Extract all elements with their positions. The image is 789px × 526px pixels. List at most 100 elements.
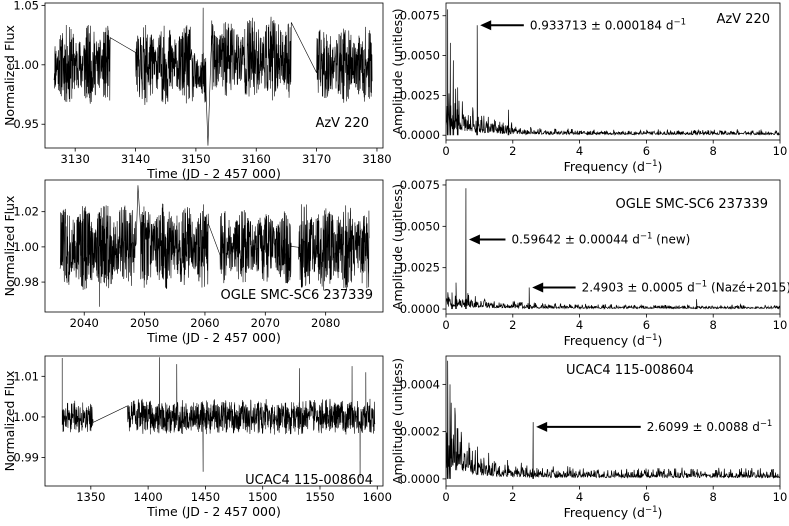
y-tick-label-lc2: 1.02	[13, 205, 39, 219]
y-tick-label-ps1: 0.0050	[400, 49, 440, 63]
annotation-text-ps2-1: 2.4903 ± 0.0005 d−1 (Nazé+2015)	[582, 280, 789, 295]
series-line-ps1	[446, 9, 780, 136]
y-tick-label-ps1: 0.0000	[400, 128, 440, 142]
series-line-lc1	[53, 7, 373, 146]
x-tick-label-lc1: 3160	[242, 152, 271, 166]
x-tick-label-ps3: 10	[773, 490, 788, 504]
series-line-ps3	[446, 360, 780, 479]
annotation-arrowhead-ps1-0	[480, 20, 492, 31]
panel-label-ps1: AzV 220	[716, 12, 770, 27]
x-axis-label-ps1: Frequency (d−1)	[564, 159, 663, 174]
x-tick-label-lc1: 3130	[61, 152, 90, 166]
x-tick-label-ps2: 10	[773, 318, 788, 332]
x-tick-label-lc2: 2060	[190, 316, 219, 330]
x-tick-label-lc3: 1500	[248, 490, 277, 504]
x-tick-label-lc1: 3140	[121, 152, 150, 166]
panel-label-ps3: UCAC4 115-008604	[566, 363, 694, 378]
y-tick-label-ps2: 0.0025	[400, 261, 440, 275]
y-tick-label-lc2: 0.98	[13, 275, 39, 289]
series-line-lc2	[59, 185, 370, 307]
y-tick-label-lc1: 0.95	[13, 117, 39, 131]
annotation-text-ps1-0: 0.933713 ± 0.000184 d−1	[530, 17, 686, 32]
y-tick-label-ps1: 0.0075	[400, 9, 440, 23]
series-line-lc3	[61, 357, 376, 478]
y-tick-label-ps2: 0.0000	[400, 302, 440, 316]
x-axis-label-ps3: Frequency (d−1)	[564, 505, 663, 520]
x-tick-label-ps1: 6	[643, 144, 650, 158]
y-tick-label-ps2: 0.0075	[400, 178, 440, 192]
x-tick-label-lc3: 1600	[363, 490, 392, 504]
x-tick-label-lc1: 3150	[181, 152, 210, 166]
x-tick-label-lc2: 2040	[70, 316, 99, 330]
x-tick-label-lc2: 2050	[130, 316, 159, 330]
annotation-text-ps2-0: 0.59642 ± 0.00044 d−1 (new)	[511, 232, 690, 247]
x-tick-label-lc3: 1450	[191, 490, 220, 504]
y-tick-label-lc2: 1.00	[13, 240, 39, 254]
x-tick-label-ps3: 0	[442, 490, 449, 504]
plot-frame-ps1	[445, 2, 781, 141]
panel-lc3: 1350 1400 1450 1500 1550 1600 0.99 1.00 1.01 Time…	[2, 355, 392, 519]
annotation-arrowhead-ps2-1	[532, 282, 544, 293]
y-tick-label-ps3: 0.0004	[400, 377, 440, 391]
y-tick-label-lc3: 0.99	[13, 451, 39, 465]
y-tick-label-ps1: 0.0025	[400, 88, 440, 102]
x-tick-label-ps3: 4	[576, 490, 583, 504]
panel-label-lc3: UCAC4 115-008604	[245, 473, 373, 488]
x-tick-label-lc1: 3180	[362, 152, 391, 166]
x-tick-label-ps1: 10	[773, 144, 788, 158]
x-tick-label-lc2: 2070	[251, 316, 280, 330]
plot-frame-ps3	[445, 355, 781, 487]
y-tick-label-lc3: 1.01	[13, 369, 39, 383]
x-tick-label-ps1: 4	[576, 144, 583, 158]
x-tick-label-ps3: 6	[643, 490, 650, 504]
x-tick-label-lc3: 1550	[305, 490, 334, 504]
y-axis-label-lc3: Normalized Flux	[2, 371, 17, 472]
y-axis-label-lc1: Normalized Flux	[2, 25, 17, 126]
panel-label-ps2: OGLE SMC-SC6 237339	[616, 197, 769, 212]
x-tick-label-ps3: 2	[509, 490, 516, 504]
x-tick-label-ps1: 8	[710, 144, 717, 158]
y-axis-label-ps3: Amplitude (unitless)	[390, 358, 405, 484]
y-axis-label-ps2: Amplitude (unitless)	[390, 184, 405, 310]
panel-ps2: 0 2 4 6 8 10 0.0000 0.0025 0.0050 0.0075 Frequency…	[390, 178, 789, 348]
panel-label-lc2: OGLE SMC-SC6 237339	[221, 288, 374, 303]
x-tick-label-ps2: 8	[710, 318, 717, 332]
y-axis-label-lc2: Normalized Flux	[2, 196, 17, 297]
y-tick-label-lc3: 1.00	[13, 410, 39, 424]
x-tick-label-ps1: 0	[442, 144, 449, 158]
panel-ps3: 0 2 4 6 8 10 0.0000 0.0002 0.0004 Frequency (d−1)…	[390, 355, 788, 520]
annotation-text-ps3-0: 2.6099 ± 0.0088 d−1	[647, 419, 773, 434]
x-tick-label-lc1: 3170	[302, 152, 331, 166]
panel-label-lc1: AzV 220	[315, 116, 369, 131]
panel-lc1: 3130 3140 3150 3160 3170 3180 0.95 1.00 1.05 Time…	[2, 0, 392, 181]
x-tick-label-ps3: 8	[710, 490, 717, 504]
x-tick-label-ps1: 2	[509, 144, 516, 158]
y-tick-label-ps3: 0.0000	[400, 472, 440, 486]
annotation-arrowhead-ps3-0	[536, 421, 548, 432]
panel-lc2: 2040 2050 2060 2070 2080 0.98 1.00 1.02 Time (JD…	[2, 179, 384, 345]
plot-frame-lc1	[44, 2, 384, 149]
x-tick-label-ps2: 2	[509, 318, 516, 332]
x-axis-label-lc1: Time (JD - 2 457 000)	[146, 166, 281, 181]
y-axis-label-ps1: Amplitude (unitless)	[390, 8, 405, 134]
x-tick-label-ps2: 0	[442, 318, 449, 332]
y-tick-label-lc1: 1.05	[13, 0, 39, 12]
x-tick-label-ps2: 4	[576, 318, 583, 332]
annotation-arrowhead-ps2-0	[468, 234, 480, 245]
y-tick-label-lc1: 1.00	[13, 58, 39, 72]
plot-frame-ps2	[445, 179, 781, 315]
series-line-ps2	[446, 188, 780, 310]
x-tick-label-ps2: 6	[643, 318, 650, 332]
x-axis-label-lc3: Time (JD - 2 457 000)	[146, 504, 281, 519]
x-axis-label-ps2: Frequency (d−1)	[564, 333, 663, 348]
plot-frame-lc3	[44, 355, 384, 487]
panel-ps1: 0 2 4 6 8 10 0.0000 0.0025 0.0050 0.0075 Frequency…	[390, 2, 788, 174]
x-tick-label-lc3: 1350	[76, 490, 105, 504]
x-axis-label-lc2: Time (JD - 2 457 000)	[146, 330, 281, 345]
plot-frame-lc2	[44, 179, 384, 313]
y-tick-label-ps3: 0.0002	[400, 425, 440, 439]
y-tick-label-ps2: 0.0050	[400, 219, 440, 233]
x-tick-label-lc2: 2080	[311, 316, 340, 330]
x-tick-label-lc3: 1400	[133, 490, 162, 504]
